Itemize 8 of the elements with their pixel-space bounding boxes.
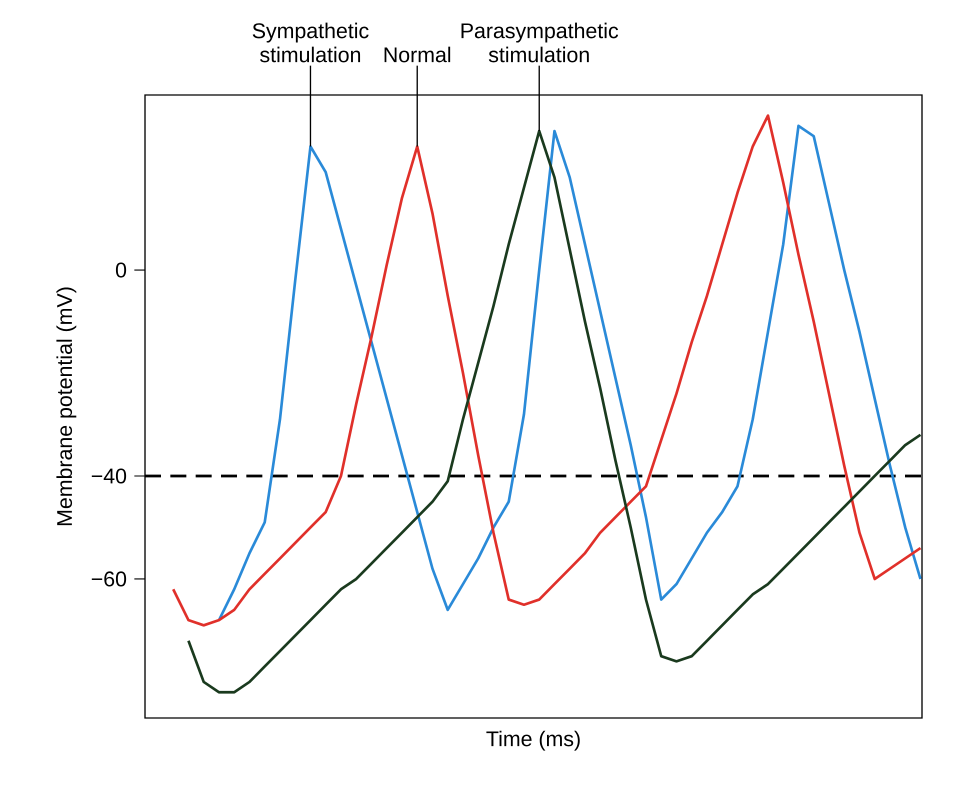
y-axis-title: Membrane potential (mV): [56, 288, 76, 526]
y-tick-label: −60: [92, 571, 126, 587]
text: Sympathetic stimulation: [252, 22, 369, 62]
y-tick-label: −40: [92, 468, 126, 484]
x-axis-title: Time (ms): [486, 730, 580, 751]
text: Normal: [384, 46, 450, 62]
text: Parasympathetic stimulation: [462, 22, 618, 62]
y-tick-label: 0: [116, 262, 126, 278]
